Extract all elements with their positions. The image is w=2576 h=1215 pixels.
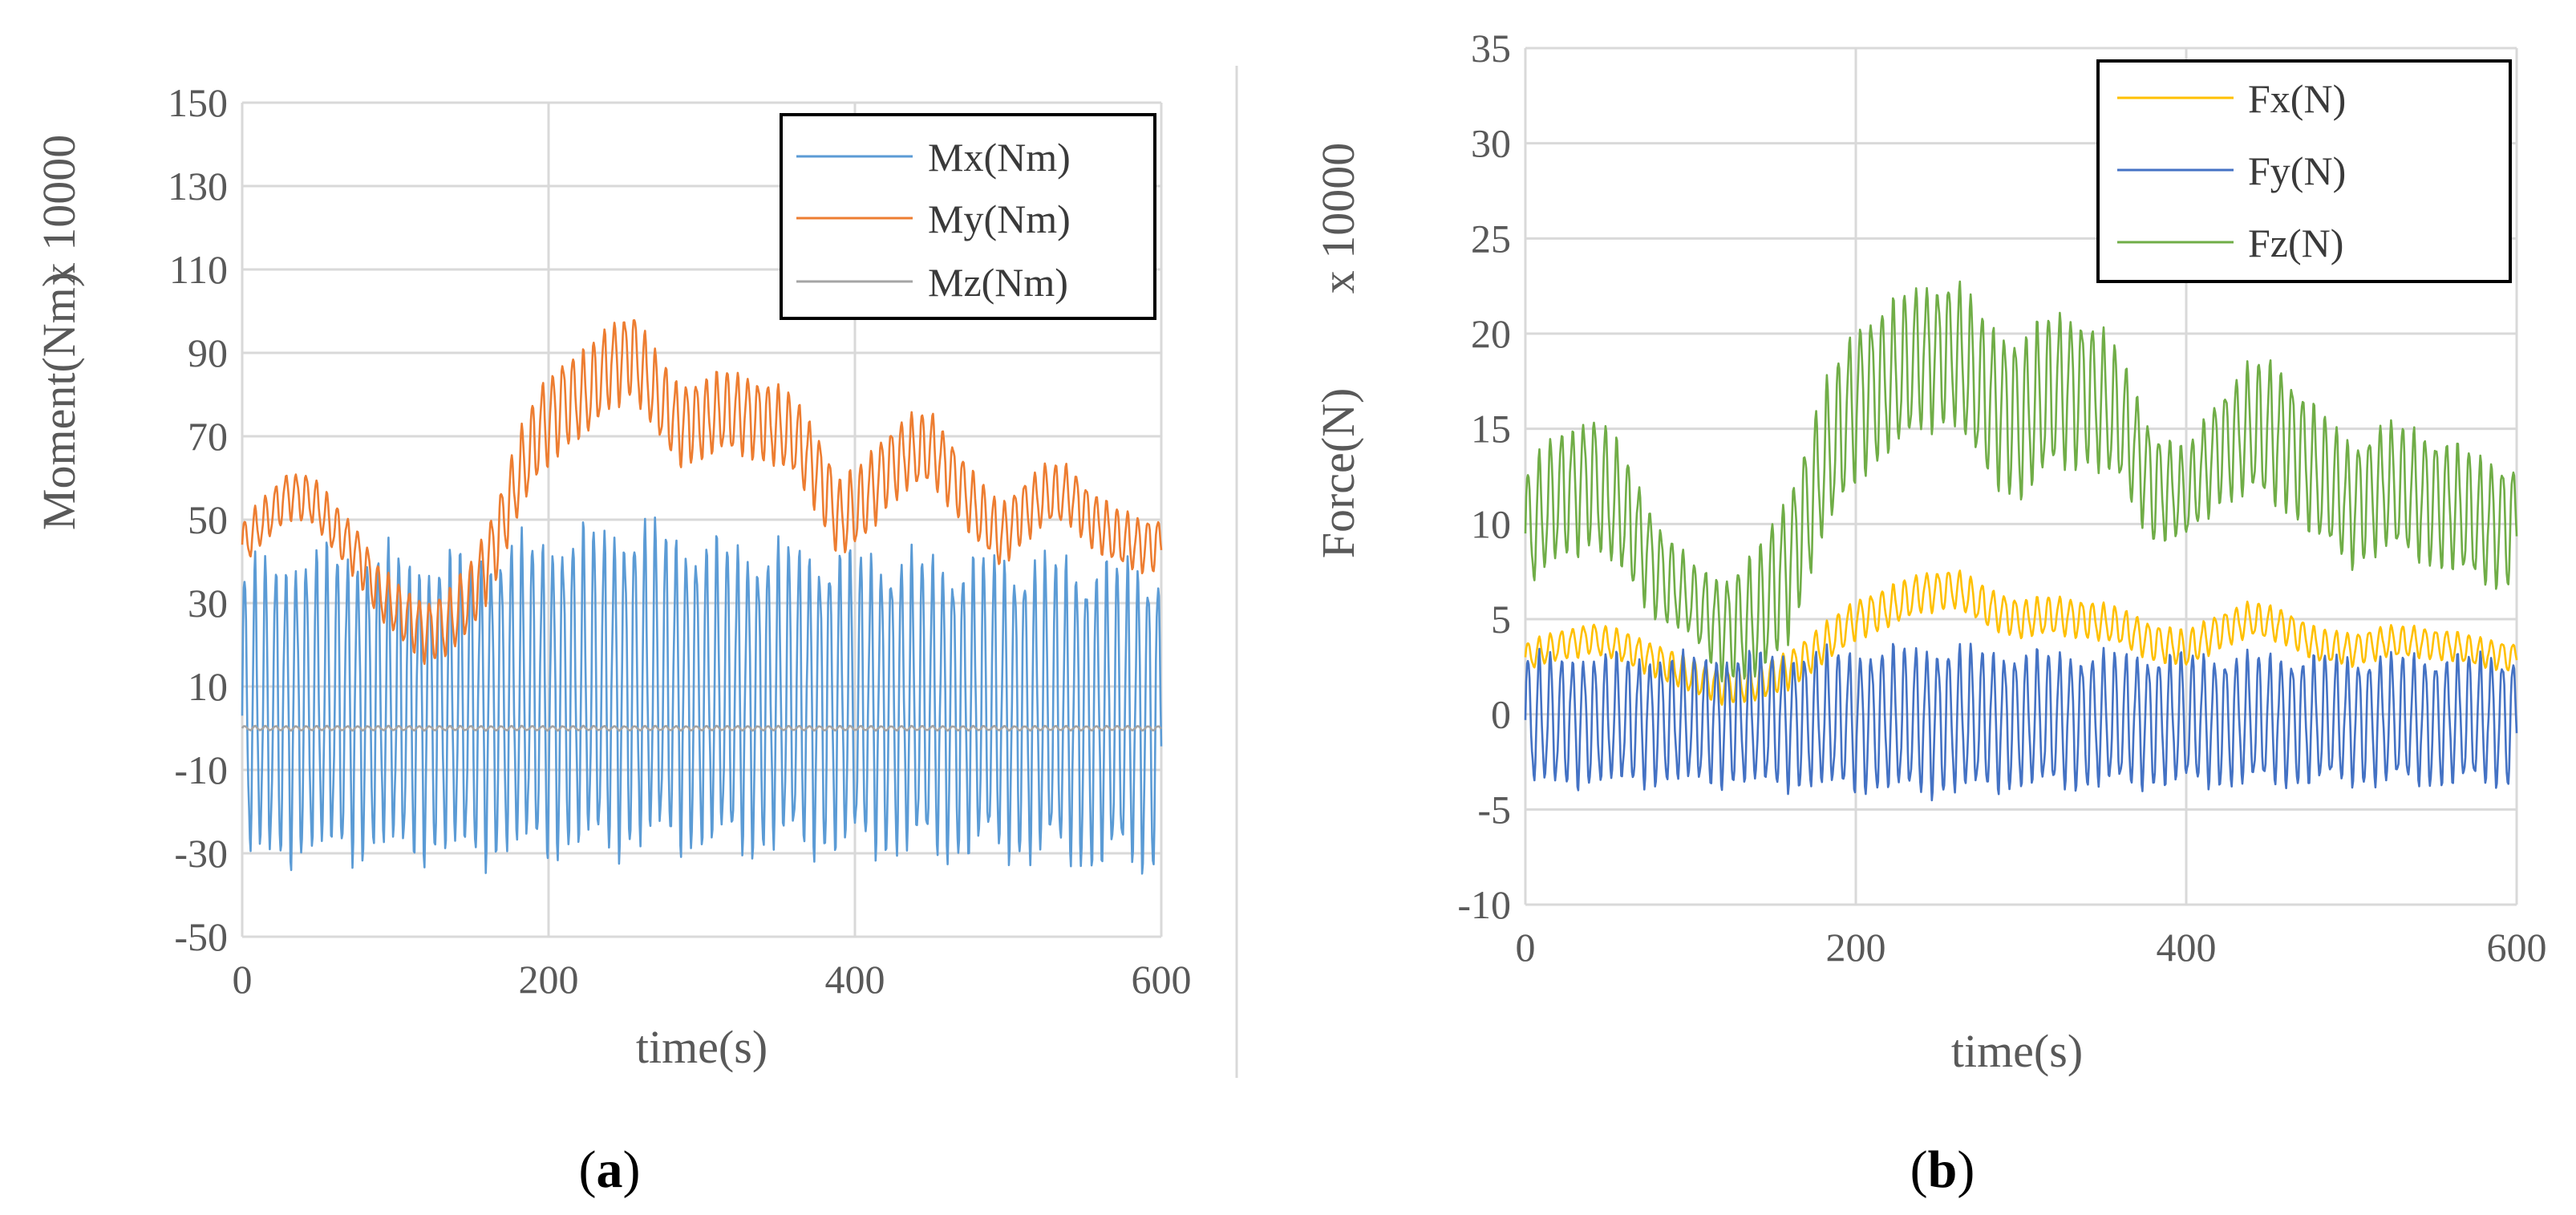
y-tick-label: 15 bbox=[1471, 407, 1511, 452]
x-ticks-b: 0 200 400 600 bbox=[1516, 925, 2547, 970]
y-tick-label: -5 bbox=[1477, 787, 1511, 832]
series-line-fyn bbox=[1524, 642, 2518, 802]
series-a bbox=[241, 318, 1163, 875]
legend-label-fz: Fz(N) bbox=[2248, 221, 2343, 265]
y-tick-label: 10 bbox=[188, 664, 228, 709]
y-tick-label: 110 bbox=[169, 247, 228, 292]
y-tick-label: -50 bbox=[174, 914, 228, 959]
legend-label-my: My(Nm) bbox=[928, 196, 1071, 241]
x-tick-label: 200 bbox=[519, 957, 579, 1002]
legend-label-fx: Fx(N) bbox=[2248, 76, 2346, 121]
legend-label-mx: Mx(Nm) bbox=[928, 135, 1071, 180]
x-tick-label: 0 bbox=[233, 957, 253, 1002]
y-scale-label-a: x 10000 bbox=[33, 135, 85, 286]
x-axis-title-b: time(s) bbox=[1951, 1025, 2083, 1077]
y-tick-label: 0 bbox=[1491, 692, 1511, 737]
legend-a: Mx(Nm) My(Nm) Mz(Nm) bbox=[780, 113, 1156, 320]
x-tick-label: 600 bbox=[2487, 925, 2547, 970]
panel-label-a-letter: a bbox=[597, 1140, 623, 1199]
y-tick-label: -10 bbox=[174, 747, 228, 792]
y-tick-label: -30 bbox=[174, 831, 228, 876]
x-tick-label: 400 bbox=[825, 957, 885, 1002]
y-tick-label: 70 bbox=[188, 414, 228, 459]
y-tick-label: 50 bbox=[188, 497, 228, 542]
y-tick-label: -10 bbox=[1457, 882, 1511, 927]
series-line-mynm bbox=[241, 318, 1163, 666]
y-ticks-b: -10 -5 0 5 10 15 20 25 30 35 bbox=[1457, 26, 1511, 927]
series-line-fxn bbox=[1524, 569, 2518, 707]
y-tick-label: 30 bbox=[1471, 121, 1511, 166]
panel-label-b-close: ) bbox=[1957, 1140, 1975, 1199]
y-tick-label: 35 bbox=[1471, 26, 1511, 71]
series-line-fzn bbox=[1524, 280, 2518, 682]
series-b bbox=[1524, 280, 2518, 802]
panel-label-a: (a) bbox=[579, 1140, 641, 1199]
y-ticks-a: -50 -30 -10 10 30 50 70 90 110 130 150 bbox=[168, 80, 228, 959]
y-tick-label: 20 bbox=[1471, 311, 1511, 356]
y-tick-label: 150 bbox=[168, 80, 228, 125]
y-scale-label-b: x 10000 bbox=[1312, 143, 1364, 294]
x-axis-title-a: time(s) bbox=[636, 1021, 768, 1073]
panel-label-b: (b) bbox=[1910, 1140, 1975, 1199]
y-tick-label: 30 bbox=[188, 581, 228, 626]
panel-label-b-letter: b bbox=[1928, 1140, 1958, 1199]
y-axis-title-b: Force(N) bbox=[1312, 388, 1364, 559]
panel-label-b-open: ( bbox=[1910, 1140, 1928, 1199]
y-axis-title-a: Moment(Nm) bbox=[33, 272, 85, 530]
y-tick-label: 130 bbox=[168, 164, 228, 209]
panel-label-a-close: ) bbox=[623, 1140, 641, 1199]
y-tick-label: 25 bbox=[1471, 216, 1511, 261]
legend-box-a bbox=[780, 113, 1156, 320]
y-tick-label: 90 bbox=[188, 330, 228, 375]
x-tick-label: 600 bbox=[1132, 957, 1192, 1002]
x-tick-label: 200 bbox=[1826, 925, 1886, 970]
series-line-mxnm bbox=[241, 516, 1163, 875]
panel-label-a-open: ( bbox=[579, 1140, 597, 1199]
x-ticks-a: 0 200 400 600 bbox=[233, 957, 1192, 1002]
y-tick-label: 10 bbox=[1471, 501, 1511, 546]
legend-b: Fx(N) Fy(N) Fz(N) bbox=[2096, 59, 2512, 283]
y-tick-label: 5 bbox=[1491, 597, 1511, 642]
x-tick-label: 0 bbox=[1516, 925, 1536, 970]
legend-label-mz: Mz(Nm) bbox=[928, 260, 1068, 305]
x-tick-label: 400 bbox=[2157, 925, 2217, 970]
legend-label-fy: Fy(N) bbox=[2248, 148, 2346, 193]
series-line-mznm bbox=[241, 724, 1162, 732]
